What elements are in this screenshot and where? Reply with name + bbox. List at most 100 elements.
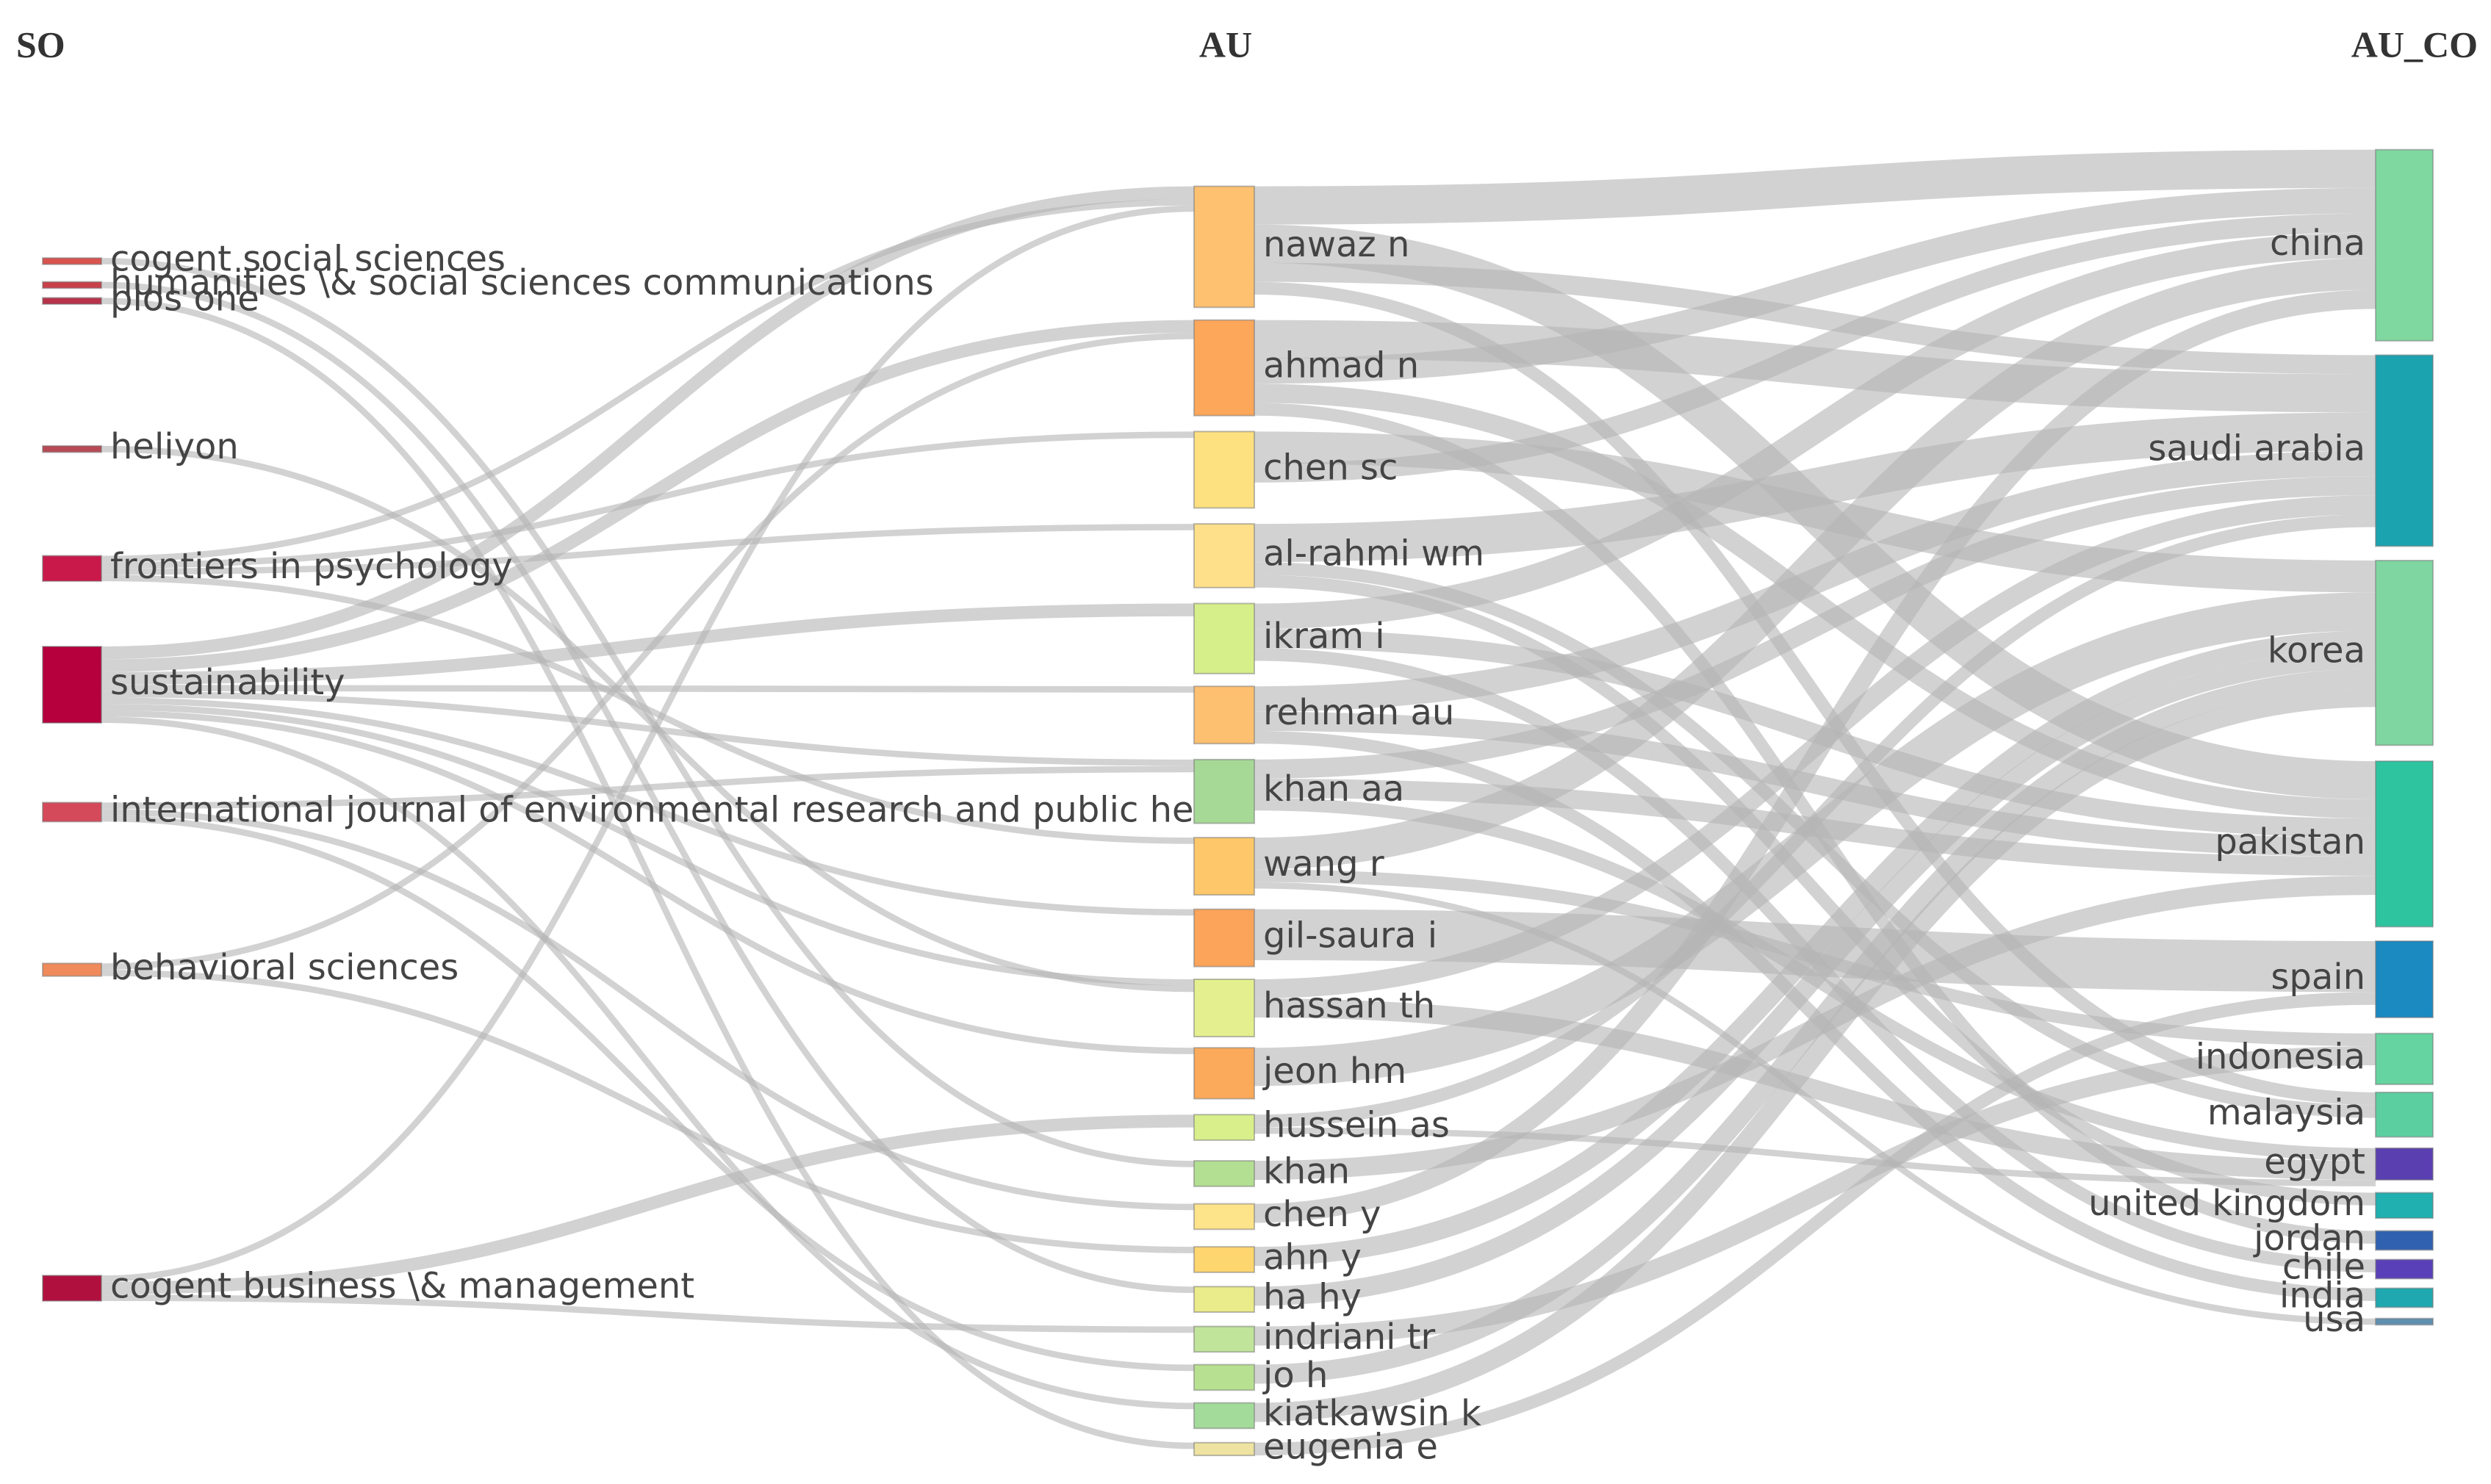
node [1193, 758, 1255, 824]
node-label: spain [2271, 957, 2365, 998]
node-label: chile [2282, 1246, 2365, 1287]
node [42, 1275, 102, 1302]
link [101, 1294, 1195, 1333]
link [1254, 711, 2376, 857]
link [1254, 476, 2376, 779]
node-label: hassan th [1263, 985, 1435, 1026]
node-label: jeon hm [1262, 1051, 1406, 1092]
node-label: al-rahmi wm [1263, 533, 1484, 574]
node [1193, 1286, 1255, 1314]
link [1254, 383, 2376, 819]
node-label: united kingdom [2088, 1183, 2365, 1224]
link [101, 524, 1195, 575]
node-label: khan aa [1263, 768, 1404, 810]
node [2375, 1192, 2434, 1220]
node [42, 444, 102, 453]
node [2375, 760, 2434, 928]
link [101, 716, 1195, 1410]
link [1254, 320, 2376, 413]
column-header: SO [16, 24, 65, 65]
node [2375, 1317, 2434, 1326]
node [2375, 1032, 2434, 1086]
node-label: indonesia [2196, 1036, 2365, 1077]
link [1254, 592, 2376, 1087]
node [1193, 1203, 1255, 1231]
node [2375, 1147, 2434, 1181]
node-label: usa [2303, 1299, 2365, 1340]
node [1193, 1047, 1255, 1100]
link [1254, 289, 2376, 1223]
link [101, 298, 1195, 1449]
node [1193, 1402, 1255, 1430]
node [1193, 1325, 1255, 1353]
node-label: ikram i [1263, 616, 1385, 657]
node-label: chen sc [1263, 447, 1398, 488]
column-header: AU_CO [2351, 24, 2478, 65]
node-label: egypt [2264, 1141, 2365, 1182]
link [1254, 992, 2376, 1456]
node-label: korea [2268, 630, 2365, 671]
node-label: china [2270, 223, 2365, 264]
node-label: cogent social sciences [110, 238, 506, 279]
link [101, 320, 1195, 672]
node [2375, 559, 2434, 746]
link [1254, 412, 2376, 563]
node [42, 555, 102, 583]
node-label: behavioral sciences [110, 947, 459, 988]
node [42, 297, 102, 305]
link [1254, 149, 2376, 225]
node [1193, 1441, 1255, 1457]
node [1193, 602, 1255, 674]
link [1254, 688, 2376, 1422]
node [2375, 1258, 2434, 1280]
link [101, 281, 1195, 1294]
node [2375, 1091, 2434, 1138]
link [1254, 232, 2376, 630]
node-label: pakistan [2215, 821, 2365, 862]
link [1254, 1127, 2376, 1186]
link [101, 258, 1195, 1167]
node-label: khan [1263, 1150, 1350, 1192]
node [42, 646, 102, 724]
node-label: nawaz n [1263, 224, 1409, 265]
node [2375, 1230, 2434, 1251]
node-label: kiatkawsin k [1263, 1393, 1481, 1434]
node [1193, 523, 1255, 588]
node-label: jo h [1262, 1355, 1328, 1396]
link [1254, 258, 2376, 870]
node [42, 281, 102, 289]
node [42, 962, 102, 977]
link [101, 809, 1195, 1211]
link [1254, 213, 2376, 483]
node-label: eugenia e [1263, 1426, 1438, 1467]
node [1193, 979, 1255, 1038]
node-label: ahmad n [1263, 345, 1419, 386]
node [1193, 837, 1255, 896]
link [101, 697, 1195, 916]
node [2375, 1287, 2434, 1308]
links [101, 149, 2376, 1456]
node-label: chen y [1263, 1194, 1381, 1235]
link [1254, 1046, 2376, 1346]
link [101, 603, 1195, 685]
link [101, 685, 1195, 693]
link [101, 710, 1195, 1054]
link [101, 815, 1195, 1372]
link [1254, 998, 2376, 1181]
link [101, 431, 1195, 569]
node-label: humanities \& social sciences communicat… [110, 262, 934, 303]
node [1193, 685, 1255, 745]
node [42, 257, 102, 265]
node [1193, 1364, 1255, 1391]
link [101, 691, 1195, 766]
link [1254, 514, 2376, 1128]
link [101, 970, 1195, 1253]
node-label: malaysia [2207, 1092, 2365, 1133]
node-label: gil-saura i [1263, 915, 1437, 957]
node [1193, 908, 1255, 968]
node [42, 802, 102, 823]
node-label: sustainability [110, 662, 345, 703]
link [1254, 669, 2376, 1384]
node-label: plos one [110, 278, 259, 320]
